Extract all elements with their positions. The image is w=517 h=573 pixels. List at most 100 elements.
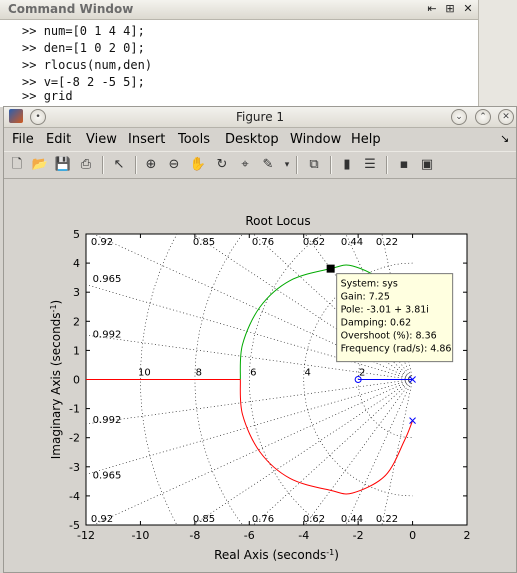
- y-tick-label: -3: [69, 461, 80, 474]
- damping-label: 0.965: [93, 274, 122, 285]
- toolbar-separator: [102, 156, 104, 174]
- toolbar-separator: [135, 156, 137, 174]
- damping-label: 0.992: [93, 415, 122, 426]
- grid-damping-ray: [92, 234, 413, 380]
- grid-damping-ray: [86, 334, 413, 380]
- wn-label: 8: [196, 368, 202, 379]
- dock-arrow-icon[interactable]: ↘: [500, 132, 510, 145]
- link-plot-icon[interactable]: ⧉: [309, 157, 319, 172]
- figure-window: • Figure 1 ⌄ ⌃ ✕ File Edit View Insert T…: [3, 106, 517, 573]
- command-text: rlocus(num,den): [43, 58, 153, 72]
- window-menu-icon[interactable]: •: [30, 109, 46, 125]
- brush-dropdown-icon[interactable]: ▾: [284, 160, 290, 170]
- command-text: num=[0 1 4 4];: [43, 24, 145, 38]
- damping-label: 0.44: [341, 237, 363, 248]
- y-tick-label: 3: [73, 286, 80, 299]
- command-area[interactable]: [0, 20, 479, 107]
- pan-hand-icon[interactable]: ✋: [189, 157, 207, 172]
- datatip-line: Overshoot (%): 8.36: [341, 331, 437, 342]
- damping-label: 0.76: [252, 237, 274, 248]
- grid-damping-ray: [86, 379, 413, 475]
- damping-label: 0.44: [341, 514, 363, 525]
- menu-bar: File Edit View Insert Tools Desktop Wind…: [4, 128, 516, 150]
- colorbar-icon[interactable]: ▮: [343, 157, 351, 172]
- y-axis-label: Imaginary Axis (seconds-1): [49, 300, 63, 459]
- datatip-line: System: sys: [341, 279, 398, 290]
- x-tick-label: 0: [409, 529, 416, 542]
- legend-icon[interactable]: ☰: [364, 157, 376, 172]
- locus-branch: [239, 379, 414, 495]
- prompt: >>: [22, 89, 37, 103]
- y-tick-label: 4: [73, 257, 80, 270]
- command-text: den=[1 0 2 0];: [43, 41, 145, 55]
- x-axis-label-text: Real Axis (seconds: [214, 548, 326, 562]
- prompt: >>: [22, 24, 37, 38]
- open-file-icon[interactable]: 📂: [31, 157, 49, 172]
- select-arrow-icon[interactable]: ↖: [113, 157, 125, 172]
- y-tick-label: 5: [73, 228, 80, 241]
- x-tick-label: -6: [244, 529, 255, 542]
- y-axis-label-tail: ): [49, 300, 63, 305]
- x-tick-label: 2: [464, 529, 471, 542]
- wn-label: 6: [250, 368, 256, 379]
- data-cursor-icon[interactable]: ⌖: [241, 157, 249, 172]
- toolbar-separator: [330, 156, 332, 174]
- damping-label: 0.92: [91, 237, 113, 248]
- data-tip[interactable]: System: sys Gain: 7.25 Pole: -3.01 + 3.81i…: [326, 264, 454, 363]
- maximize-icon[interactable]: ⊞: [445, 2, 455, 15]
- y-tick-label: 0: [73, 374, 80, 387]
- show-plot-tools-icon[interactable]: ▣: [420, 157, 434, 172]
- menu-tools[interactable]: Tools: [178, 132, 211, 147]
- damping-label: 0.85: [193, 237, 215, 248]
- x-axis-label-tail: ): [334, 548, 339, 562]
- y-tick-label: 2: [73, 315, 80, 328]
- menu-help[interactable]: Help: [351, 132, 381, 147]
- x-axis-label-sup: -1: [326, 548, 334, 557]
- toolbar-separator: [386, 156, 388, 174]
- y-tick-label: -4: [69, 490, 80, 503]
- new-figure-icon[interactable]: 🗋: [11, 157, 23, 172]
- datatip-line: Gain: 7.25: [341, 292, 390, 303]
- damping-label: 0.76: [252, 514, 274, 525]
- menu-view[interactable]: View: [86, 132, 117, 147]
- menu-edit[interactable]: Edit: [46, 132, 72, 147]
- command-line: >> den=[1 0 2 0];: [22, 41, 145, 55]
- y-tick-label: 1: [73, 344, 80, 357]
- close-icon[interactable]: ✕: [498, 109, 514, 125]
- prompt: >>: [22, 58, 37, 72]
- menu-window[interactable]: Window: [290, 132, 342, 147]
- wn-label: 4: [305, 368, 311, 379]
- command-line: >> rlocus(num,den): [22, 58, 152, 72]
- menu-desktop[interactable]: Desktop: [225, 132, 279, 147]
- x-tick-label: -8: [189, 529, 200, 542]
- menu-insert[interactable]: Insert: [128, 132, 166, 147]
- x-tick-label: -10: [131, 529, 149, 542]
- brush-icon[interactable]: ✎: [262, 157, 274, 172]
- toolbar-separator: [296, 156, 298, 174]
- datatip-box[interactable]: [336, 273, 454, 363]
- rotate-3d-icon[interactable]: ↻: [216, 157, 228, 172]
- print-icon[interactable]: ⎙: [80, 157, 92, 172]
- figure-titlebar[interactable]: • Figure 1 ⌄ ⌃ ✕: [4, 107, 516, 128]
- command-text: v=[-8 2 -5 5];: [43, 75, 145, 89]
- damping-label: 0.992: [93, 329, 122, 340]
- side-panel: [479, 0, 517, 107]
- y-tick-label: -1: [69, 403, 80, 416]
- zoom-in-icon[interactable]: ⊕: [145, 157, 157, 172]
- save-icon[interactable]: 💾: [54, 157, 72, 172]
- datatip-marker[interactable]: [326, 264, 335, 273]
- y-tick-label: -2: [69, 432, 80, 445]
- y-tick-label: -5: [69, 519, 80, 532]
- grid-damping-ray: [345, 379, 413, 525]
- command-line: >> v=[-8 2 -5 5];: [22, 75, 145, 89]
- zoom-out-icon[interactable]: ⊖: [168, 157, 180, 172]
- pole-marker: [409, 417, 416, 425]
- undock-icon[interactable]: ⇤: [427, 2, 437, 15]
- maximize-icon[interactable]: ⌃: [475, 109, 491, 125]
- minimize-icon[interactable]: ⌄: [451, 109, 467, 125]
- hide-plot-tools-icon[interactable]: ▪: [399, 157, 409, 172]
- close-icon[interactable]: ✕: [463, 2, 473, 15]
- menu-file[interactable]: File: [12, 132, 34, 147]
- y-axis-label-text: Imaginary Axis (seconds: [49, 312, 63, 459]
